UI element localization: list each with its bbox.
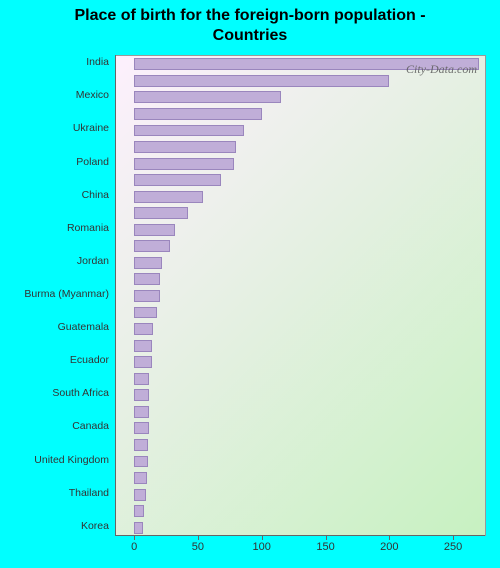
y-axis-label: Thailand xyxy=(69,487,109,499)
bar xyxy=(134,174,221,186)
bar xyxy=(134,224,175,236)
y-axis-label: Guatemala xyxy=(58,321,109,333)
x-axis-tick xyxy=(453,535,454,540)
bar xyxy=(134,505,144,517)
y-axis-label: Ecuador xyxy=(70,354,109,366)
y-axis-line xyxy=(115,55,116,535)
y-axis-label: Poland xyxy=(76,156,109,168)
chart-title: Place of birth for the foreign-born popu… xyxy=(0,6,500,46)
y-axis-label: Burma (Myanmar) xyxy=(24,288,109,300)
bar xyxy=(134,273,160,285)
y-axis-label: Ukraine xyxy=(73,122,109,134)
x-axis-label: 150 xyxy=(316,541,334,553)
x-axis-tick xyxy=(389,535,390,540)
bar xyxy=(134,522,143,534)
x-axis-label: 100 xyxy=(253,541,271,553)
bar xyxy=(134,422,149,434)
x-axis-label: 250 xyxy=(444,541,462,553)
y-axis-label: Canada xyxy=(72,420,109,432)
x-axis-tick xyxy=(198,535,199,540)
x-axis-tick xyxy=(134,535,135,540)
y-axis-labels: India Mexico Ukraine Poland China Romania Jord… xyxy=(0,55,109,535)
bar xyxy=(134,125,244,137)
bar xyxy=(134,373,149,385)
bar xyxy=(134,439,148,451)
bars-layer xyxy=(115,56,485,536)
bar xyxy=(134,406,149,418)
bar xyxy=(134,290,160,302)
x-axis-label: 200 xyxy=(380,541,398,553)
bar xyxy=(134,191,203,203)
y-axis-label: Jordan xyxy=(77,255,109,267)
x-axis-label: 50 xyxy=(192,541,204,553)
bar xyxy=(134,257,162,269)
x-axis-tick xyxy=(262,535,263,540)
y-axis-label: South Africa xyxy=(52,387,109,399)
y-axis-label: United Kingdom xyxy=(34,454,109,466)
bar xyxy=(134,340,152,352)
y-axis-label: Mexico xyxy=(76,89,109,101)
bar xyxy=(134,207,188,219)
x-axis-label: 0 xyxy=(131,541,137,553)
bar xyxy=(134,75,389,87)
bar xyxy=(134,240,170,252)
y-axis-label: China xyxy=(82,189,109,201)
bar xyxy=(134,323,153,335)
y-axis-label: India xyxy=(86,56,109,68)
bar xyxy=(134,489,145,501)
bar xyxy=(134,158,234,170)
y-axis-label: Romania xyxy=(67,222,109,234)
bar xyxy=(134,91,281,103)
x-axis-labels: 0 50 100 150 200 250 xyxy=(115,535,485,565)
bar xyxy=(134,307,157,319)
y-axis-label: Korea xyxy=(81,520,109,532)
watermark: City-Data.com xyxy=(406,62,477,77)
plot-area: City-Data.com xyxy=(115,55,486,536)
bar xyxy=(134,356,152,368)
bar xyxy=(134,108,262,120)
bar xyxy=(134,389,149,401)
bar xyxy=(134,472,147,484)
bar xyxy=(134,141,236,153)
x-axis-tick xyxy=(326,535,327,540)
bar xyxy=(134,456,148,468)
